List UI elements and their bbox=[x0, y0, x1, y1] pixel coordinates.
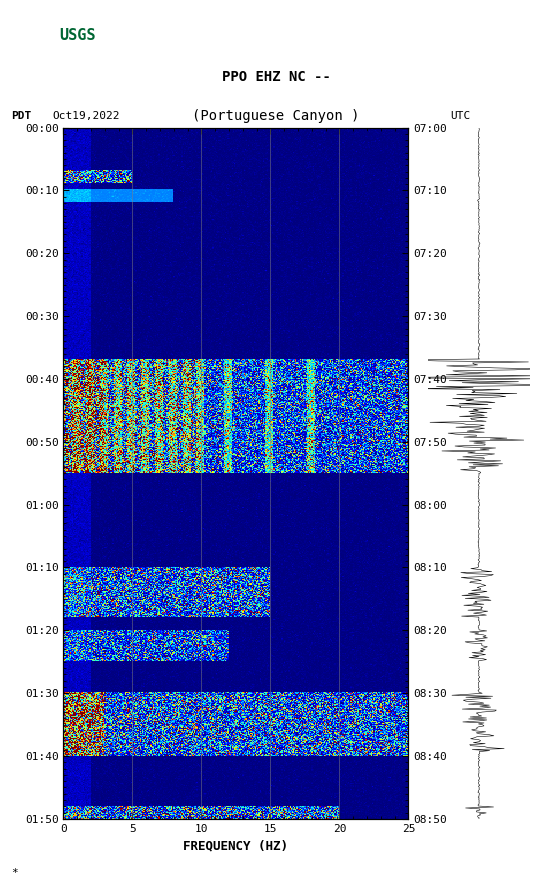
Text: (Portuguese Canyon ): (Portuguese Canyon ) bbox=[192, 109, 360, 123]
Text: *: * bbox=[11, 868, 18, 878]
X-axis label: FREQUENCY (HZ): FREQUENCY (HZ) bbox=[183, 839, 289, 852]
Text: Oct19,2022: Oct19,2022 bbox=[52, 111, 120, 120]
Text: PDT: PDT bbox=[11, 111, 31, 120]
Text: USGS: USGS bbox=[60, 29, 96, 43]
Text: PPO EHZ NC --: PPO EHZ NC -- bbox=[221, 70, 331, 84]
Text: UTC: UTC bbox=[450, 111, 470, 120]
